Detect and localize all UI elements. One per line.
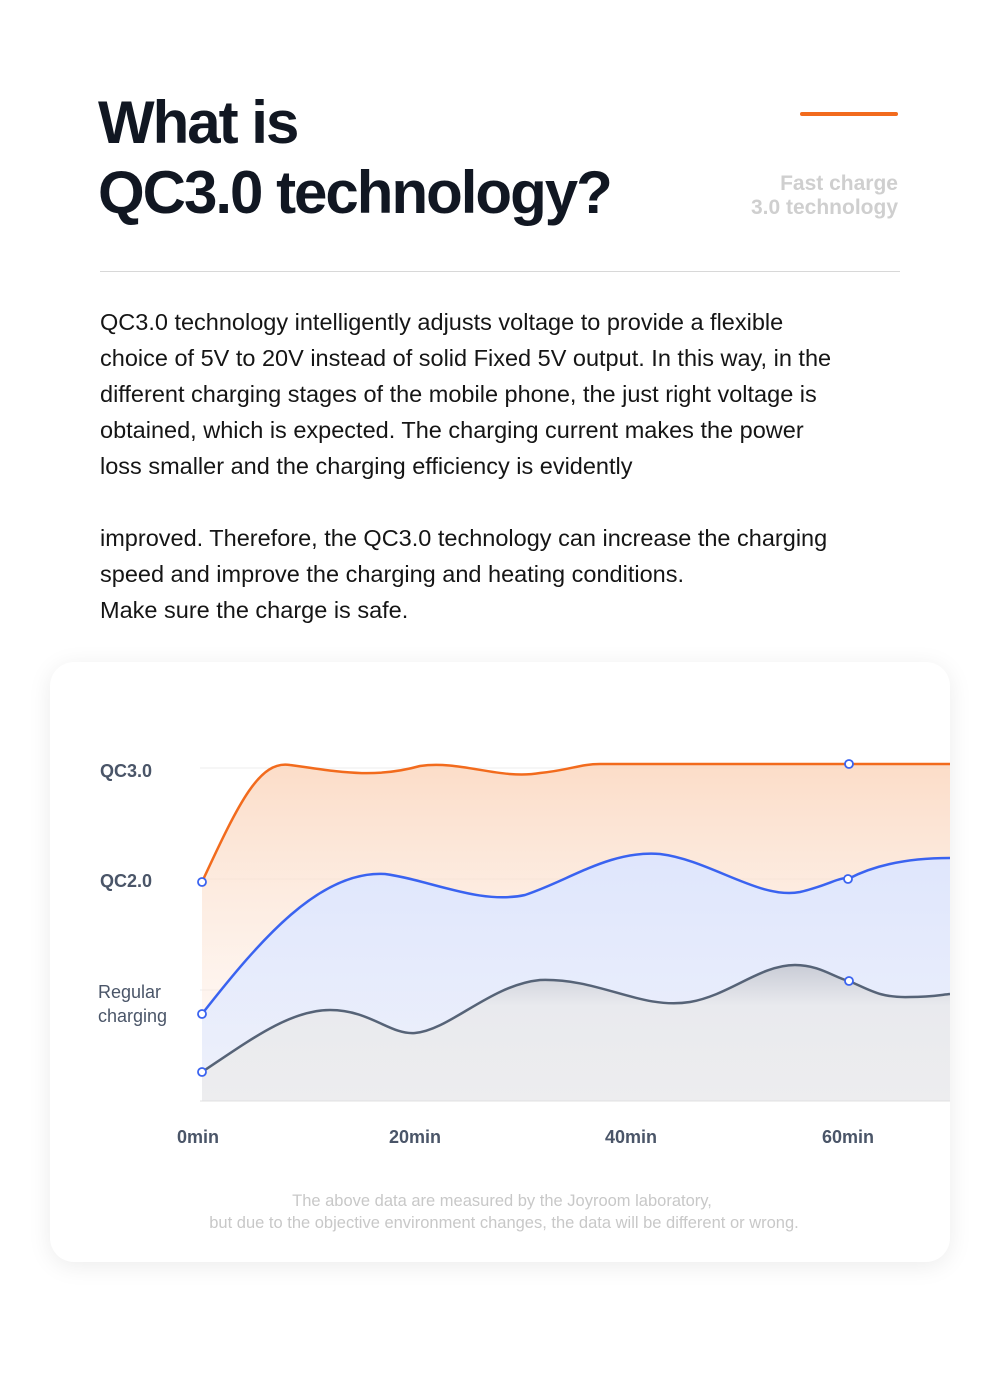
row-label: Regular	[98, 982, 161, 1002]
body-line: improved. Therefore, the QC3.0 technolog…	[100, 525, 828, 551]
x-label: 0min	[177, 1127, 219, 1147]
regular-area	[202, 965, 950, 1101]
row-label: charging	[98, 1006, 167, 1026]
body-line: speed and improve the charging and heati…	[100, 561, 684, 587]
body-line: different charging stages of the mobile …	[100, 381, 817, 407]
footnote: but due to the objective environment cha…	[209, 1214, 798, 1232]
chart-card: QC3.0 QC2.0 Regular charging 0min 20min …	[50, 662, 950, 1262]
footnote: The above data are measured by the Joyro…	[292, 1192, 712, 1210]
body-line: Make sure the charge is safe.	[100, 597, 409, 623]
row-label: QC2.0	[100, 871, 152, 891]
title-line: What is	[98, 89, 299, 156]
dots	[197, 759, 854, 1077]
regular-line	[201, 963, 950, 1074]
side-text: 3.0 technology	[750, 196, 898, 219]
x-label: 20min	[389, 1127, 441, 1147]
x-label: 40min	[605, 1127, 657, 1147]
row-label: QC3.0	[100, 761, 152, 781]
title-line: QC3.0 technology?	[98, 159, 613, 226]
divider	[100, 271, 900, 272]
body-line: loss smaller and the charging efficiency…	[100, 453, 633, 479]
chart: QC3.0 QC2.0 Regular charging 0min 20min …	[98, 759, 950, 1232]
qc30-line	[200, 762, 950, 883]
body-line: obtained, which is expected. The chargin…	[100, 417, 804, 443]
body-line: choice of 5V to 20V instead of solid Fix…	[100, 345, 832, 371]
accent-bar	[800, 112, 898, 116]
side-text: Fast charge	[780, 172, 898, 195]
body-line: QC3.0 technology intelligently adjusts v…	[100, 309, 784, 335]
x-label: 60min	[822, 1127, 874, 1147]
